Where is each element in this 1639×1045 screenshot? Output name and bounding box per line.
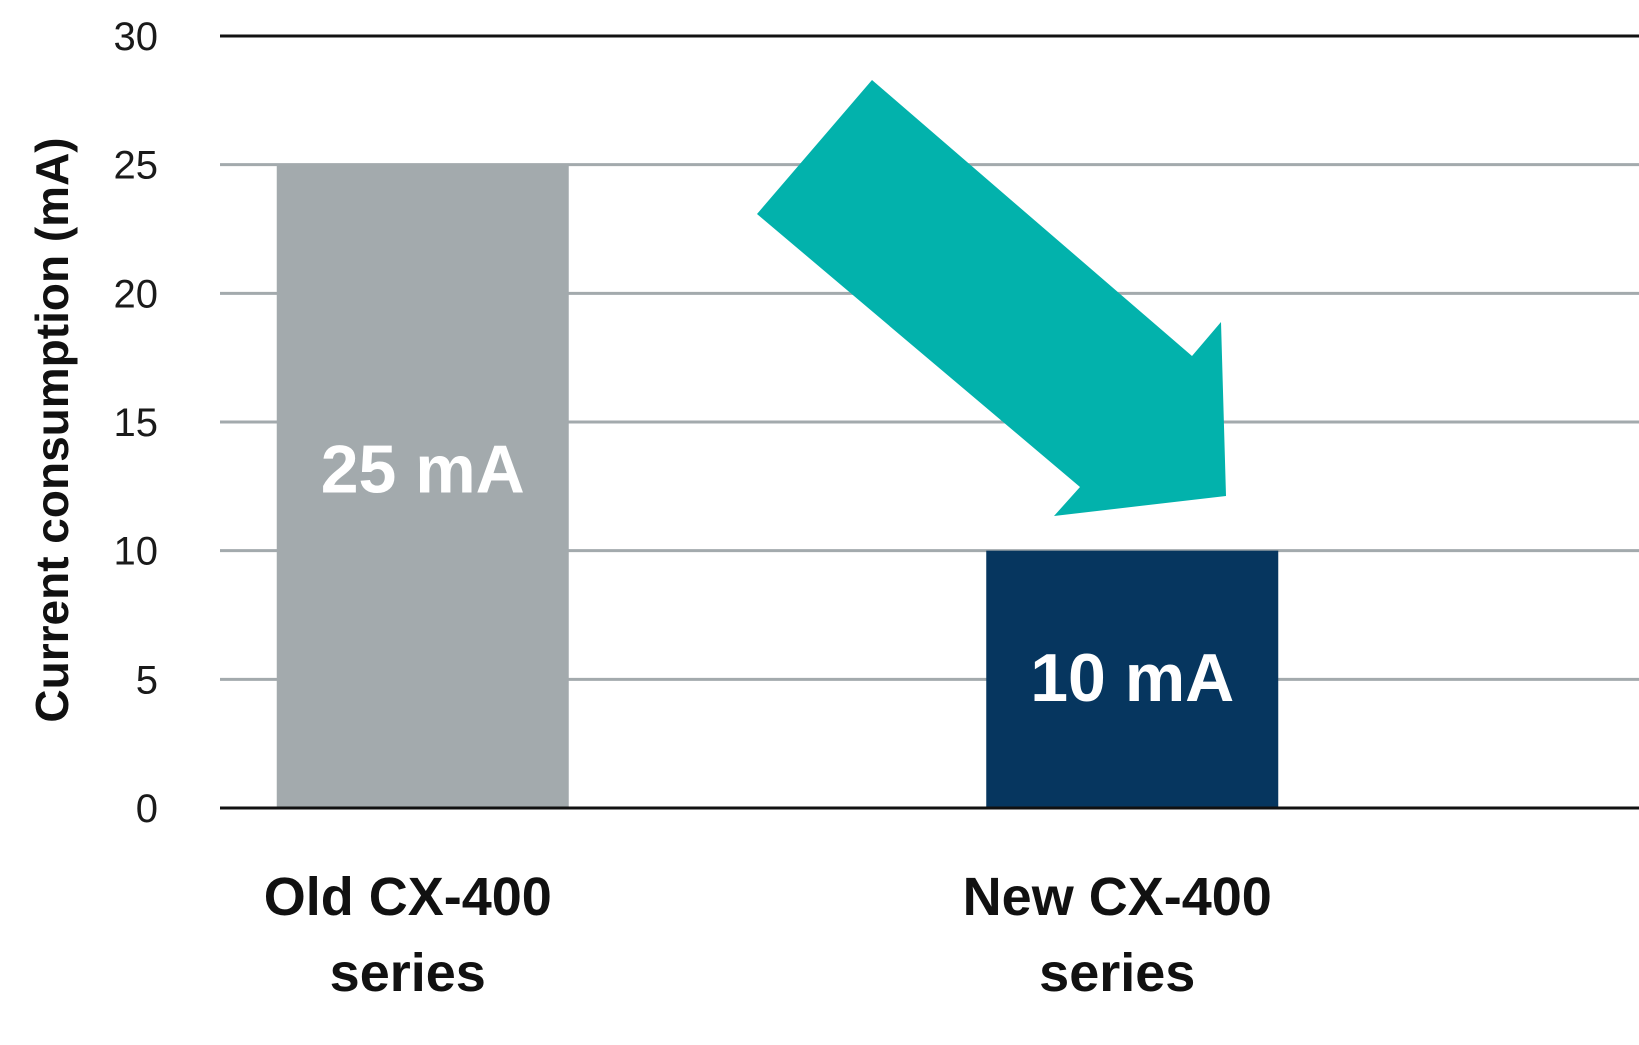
y-tick-label: 5 bbox=[136, 658, 158, 702]
bars bbox=[276, 164, 1279, 808]
y-tick-label: 30 bbox=[114, 15, 159, 59]
y-tick-label: 0 bbox=[136, 787, 158, 831]
data-label: 10 mA bbox=[1030, 640, 1234, 716]
axis-lines bbox=[220, 34, 1639, 810]
y-tick-label: 15 bbox=[114, 401, 159, 445]
x-category-label: Old CX-400 bbox=[264, 867, 552, 927]
x-category-label: New CX-400 bbox=[963, 867, 1272, 927]
y-tick-label: 10 bbox=[114, 530, 159, 574]
y-axis-title: Current consumption (mA) bbox=[26, 137, 78, 722]
data-label: 25 mA bbox=[321, 431, 525, 507]
bar-new bbox=[986, 550, 1279, 808]
y-tick-label: 25 bbox=[114, 144, 159, 188]
y-tick-label: 20 bbox=[114, 272, 159, 316]
trend-arrow bbox=[757, 80, 1226, 516]
x-category-label: series bbox=[330, 943, 486, 1003]
labels: 0 5 10 15 20 25 30 25 mA 10 mA Old CX-400 series Ne… bbox=[114, 15, 1272, 1003]
arrow-shape bbox=[757, 80, 1226, 516]
bar-old bbox=[276, 164, 569, 808]
x-category-label: series bbox=[1039, 943, 1195, 1003]
